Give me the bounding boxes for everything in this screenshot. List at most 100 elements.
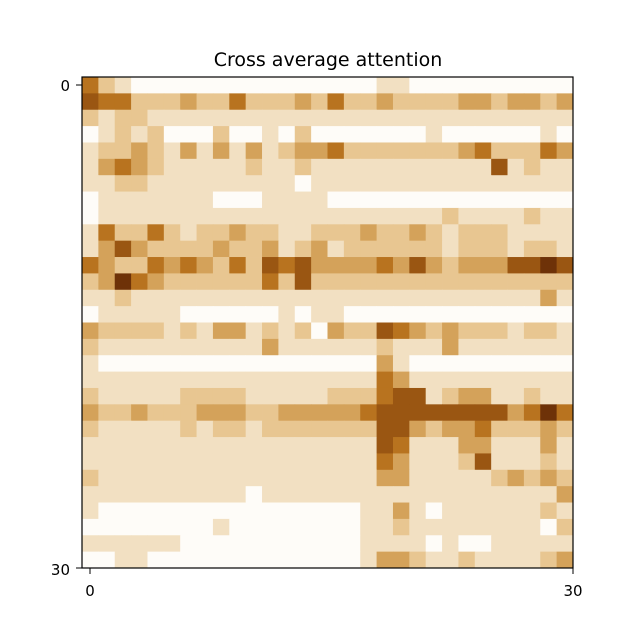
heatmap-cell — [245, 207, 263, 225]
heatmap-cell — [491, 306, 508, 323]
heatmap-cell — [163, 224, 181, 242]
heatmap-cell — [343, 502, 361, 520]
heatmap-cell — [311, 240, 328, 258]
heatmap-cell — [507, 158, 525, 176]
heatmap-cell — [343, 453, 361, 471]
heatmap-cell — [294, 338, 312, 356]
heatmap-cell — [442, 502, 459, 520]
heatmap-cell — [376, 371, 394, 389]
heatmap-cell — [409, 518, 427, 536]
heatmap-cell — [311, 175, 328, 192]
heatmap-cell — [458, 158, 476, 176]
heatmap-cell — [163, 175, 181, 192]
heatmap-cell — [523, 109, 541, 127]
heatmap-cell — [343, 257, 361, 274]
heatmap-cell — [311, 257, 328, 274]
heatmap-cell — [196, 338, 214, 356]
y-tick-label-0: 0 — [60, 77, 70, 95]
heatmap-cell — [147, 240, 165, 258]
heatmap-cell — [343, 404, 361, 422]
heatmap-cell — [474, 437, 492, 454]
heatmap-cell — [523, 371, 541, 389]
heatmap-cell — [311, 142, 328, 160]
heatmap-cell — [523, 158, 541, 176]
heatmap-cell — [294, 420, 312, 438]
heatmap-cell — [98, 404, 116, 422]
x-tick-label-0: 0 — [85, 582, 95, 600]
heatmap-cell — [98, 551, 116, 569]
heatmap-cell — [294, 551, 312, 569]
heatmap-cell — [180, 404, 197, 422]
heatmap-cell — [245, 453, 263, 471]
heatmap-cell — [343, 224, 361, 242]
heatmap-cell — [507, 551, 525, 569]
heatmap-cell — [196, 175, 214, 192]
heatmap-cell — [409, 355, 427, 372]
heatmap-cell — [392, 420, 410, 438]
heatmap-cell — [147, 387, 165, 405]
heatmap-cell — [343, 437, 361, 454]
heatmap-cell — [229, 158, 247, 176]
heatmap-cell — [278, 437, 296, 454]
heatmap-cell — [131, 175, 148, 192]
heatmap-cell — [376, 207, 394, 225]
heatmap-cell — [360, 453, 377, 471]
heatmap-cell — [147, 273, 165, 291]
heatmap-cell — [98, 502, 116, 520]
heatmap-cell — [98, 191, 116, 209]
heatmap-cell — [180, 257, 197, 274]
heatmap-cell — [540, 535, 558, 553]
heatmap-cell — [98, 109, 116, 127]
heatmap-cell — [114, 224, 132, 242]
heatmap-cell — [294, 355, 312, 372]
heatmap-cell — [327, 224, 345, 242]
heatmap-cell — [163, 371, 181, 389]
heatmap-cell — [343, 420, 361, 438]
heatmap-cell — [196, 191, 214, 209]
heatmap-cell — [311, 191, 328, 209]
heatmap-cell — [425, 322, 443, 340]
heatmap-cell — [343, 322, 361, 340]
heatmap-cell — [540, 469, 558, 487]
heatmap-cell — [196, 420, 214, 438]
heatmap-cell — [163, 355, 181, 372]
heatmap-cell — [458, 306, 476, 323]
heatmap-cell — [212, 175, 230, 192]
heatmap-cell — [229, 551, 247, 569]
heatmap-cell — [278, 207, 296, 225]
heatmap-cell — [114, 338, 132, 356]
heatmap-cell — [360, 387, 377, 405]
heatmap-cell — [392, 486, 410, 503]
heatmap-cell — [311, 158, 328, 176]
heatmap-cell — [458, 224, 476, 242]
heatmap-cell — [147, 518, 165, 536]
heatmap-cell — [507, 109, 525, 127]
heatmap-cell — [409, 387, 427, 405]
heatmap-cell — [474, 535, 492, 553]
heatmap-cell — [491, 469, 508, 487]
heatmap-cell — [392, 93, 410, 111]
heatmap-cell — [294, 109, 312, 127]
heatmap-cell — [360, 306, 377, 323]
heatmap-cell — [392, 77, 410, 94]
heatmap-cell — [147, 257, 165, 274]
heatmap-cell — [409, 322, 427, 340]
heatmap-cell — [163, 207, 181, 225]
heatmap-cell — [245, 175, 263, 192]
heatmap-cell — [376, 273, 394, 291]
heatmap-cell — [507, 191, 525, 209]
heatmap-cell — [376, 437, 394, 454]
heatmap-cell — [458, 93, 476, 111]
heatmap-cell — [360, 257, 377, 274]
heatmap-cell — [180, 273, 197, 291]
heatmap-cell — [442, 404, 459, 422]
heatmap-cell — [442, 518, 459, 536]
heatmap-cell — [491, 175, 508, 192]
heatmap-cell — [540, 404, 558, 422]
heatmap-cell — [409, 551, 427, 569]
heatmap-cell — [425, 207, 443, 225]
heatmap-cell — [392, 502, 410, 520]
heatmap-cell — [98, 420, 116, 438]
heatmap-cell — [556, 338, 574, 356]
heatmap-cell — [507, 322, 525, 340]
